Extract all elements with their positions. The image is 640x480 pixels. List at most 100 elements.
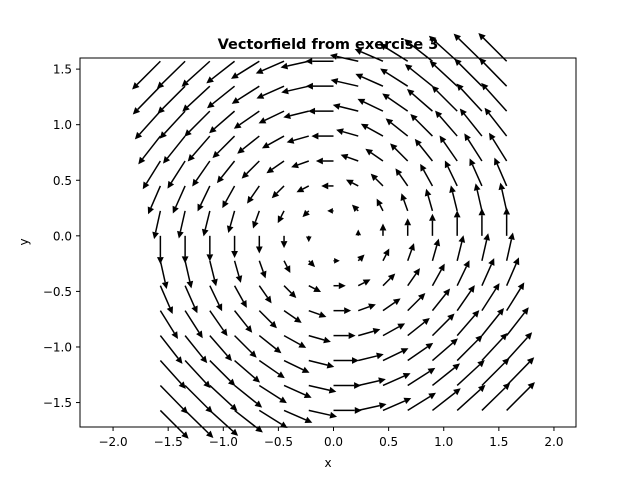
quiver-arrow-head	[521, 307, 529, 315]
quiver-arrow-head	[362, 279, 371, 286]
quiver-arrow-head	[247, 195, 254, 204]
quiver-arrow-head	[478, 32, 486, 41]
quiver-arrow-head	[479, 57, 487, 66]
quiver-arrow	[479, 57, 508, 87]
quiver-arrow-head	[473, 183, 481, 191]
quiver-arrow-shaft	[150, 185, 162, 209]
quiver-arrow-head	[271, 190, 280, 199]
quiver-arrow-shaft	[139, 110, 161, 135]
quiver-arrow-head	[220, 328, 228, 337]
quiver-arrow-head	[279, 396, 287, 404]
quiver-arrow	[498, 182, 508, 212]
quiver-arrow-head	[404, 39, 412, 47]
quiver-arrow-head	[201, 228, 209, 237]
quiver-arrow	[157, 85, 186, 114]
quiver-arrow-shaft	[302, 185, 310, 190]
quiver-arrow-head	[206, 76, 214, 84]
quiver-arrow-head	[237, 146, 245, 154]
quiver-arrow-shaft	[163, 110, 186, 135]
quiver-arrow-head	[249, 350, 257, 358]
quiver-arrow	[283, 334, 307, 348]
x-tick-label: −1.5	[154, 435, 183, 449]
quiver-arrow	[308, 334, 331, 344]
quiver-arrow-shaft	[258, 260, 264, 273]
quiver-arrow-head	[308, 107, 316, 115]
quiver-arrow	[431, 338, 458, 362]
quiver-arrow-head	[351, 204, 360, 212]
quiver-arrow-shaft	[308, 285, 316, 290]
quiver-arrow-head	[327, 208, 333, 214]
quiver-arrow-shaft	[213, 110, 236, 130]
quiver-arrow-shaft	[496, 163, 508, 187]
quiver-arrow-head	[338, 282, 346, 290]
quiver-arrow-shaft	[209, 384, 233, 407]
quiver-arrow	[280, 60, 309, 70]
quiver-arrow-head	[212, 150, 220, 159]
quiver-arrow	[255, 60, 285, 74]
quiver-arrow-shaft	[308, 359, 328, 366]
quiver-arrow	[307, 259, 316, 268]
quiver-arrow-shaft	[456, 339, 479, 362]
quiver-arrow-head	[439, 135, 447, 144]
quiver-arrow-head	[157, 106, 165, 114]
quiver-arrow-head	[288, 290, 297, 298]
quiver-arrow-head	[365, 148, 374, 156]
quiver-arrow	[407, 342, 434, 362]
quiver-arrow	[197, 185, 211, 212]
quiver-arrow	[277, 210, 285, 224]
quiver-arrow-shaft	[184, 384, 209, 409]
quiver-arrow-shaft	[385, 71, 409, 87]
quiver-arrow-head	[254, 400, 263, 408]
quiver-arrow-head	[477, 359, 485, 368]
quiver-arrow	[142, 160, 162, 190]
quiver-arrow	[494, 157, 508, 187]
quiver-arrow-shaft	[293, 135, 309, 142]
quiver-arrow-head	[453, 388, 461, 396]
quiver-arrow-shaft	[481, 239, 488, 261]
x-tick-label: −2.0	[98, 435, 127, 449]
quiver-arrow-shaft	[308, 309, 321, 316]
quiver-arrow-head	[252, 220, 259, 229]
quiver-arrow-head	[351, 357, 359, 364]
quiver-arrow-shaft	[351, 182, 359, 187]
quiver-arrow-head	[298, 341, 307, 348]
quiver-arrow	[456, 310, 480, 337]
quiver-arrow-head	[354, 382, 362, 389]
quiver-arrow-head	[428, 35, 437, 43]
quiver-arrow-head	[429, 213, 436, 221]
quiver-arrow-head	[468, 285, 475, 293]
quiver-arrow-shaft	[409, 67, 433, 87]
quiver-arrow-shaft	[209, 285, 220, 306]
quiver-arrow-head	[508, 232, 515, 241]
quiver-arrow	[261, 135, 285, 149]
quiver-arrow-shaft	[204, 210, 211, 230]
quiver-arrow-head	[475, 335, 483, 343]
quiver-arrow-shaft	[234, 359, 256, 379]
quiver-arrow-head	[159, 131, 167, 139]
quiver-arrow-shaft	[358, 380, 380, 387]
quiver-arrow-shaft	[358, 330, 374, 337]
quiver-arrow	[209, 310, 228, 337]
quiver-arrow-shaft	[357, 306, 370, 312]
quiver-arrow-head	[414, 138, 422, 147]
quiver-arrow	[336, 128, 359, 137]
quiver-arrow-shaft	[174, 185, 186, 208]
quiver-arrow-shaft	[403, 199, 409, 212]
x-tick-label: 1.0	[434, 435, 453, 449]
quiver-arrow	[506, 282, 525, 312]
quiver-arrow-head	[280, 241, 288, 249]
quiver-arrow	[333, 282, 346, 290]
quiver-arrow	[237, 135, 260, 154]
quiver-arrow	[207, 85, 236, 109]
quiver-arrow-head	[296, 186, 305, 193]
quiver-arrow-shaft	[382, 254, 387, 262]
quiver-arrow-shaft	[136, 60, 161, 86]
quiver-arrow-head	[229, 403, 238, 411]
quiver-arrow-head	[472, 310, 480, 318]
quiver-arrow-head	[402, 372, 411, 380]
quiver-arrow	[481, 233, 490, 261]
quiver-arrow	[156, 60, 186, 89]
quiver-arrow-shaft	[297, 160, 310, 166]
quiver-arrow	[184, 409, 214, 438]
quiver-arrow-shaft	[458, 63, 483, 87]
